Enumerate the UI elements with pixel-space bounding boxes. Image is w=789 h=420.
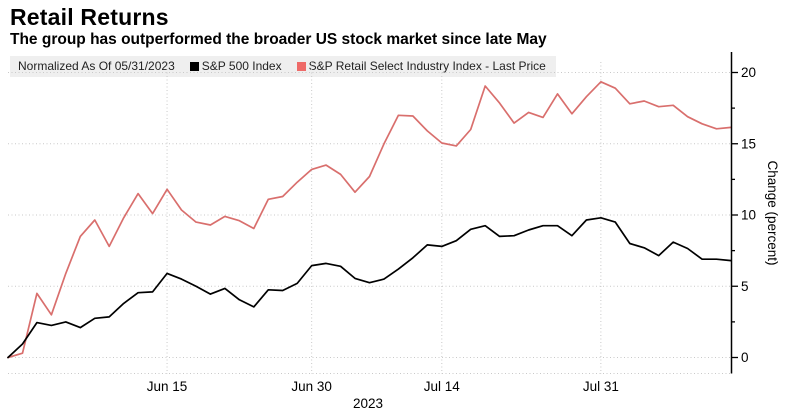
legend-item-retail: S&P Retail Select Industry Index - Last … xyxy=(296,59,546,73)
legend-item-sp500: S&P 500 Index xyxy=(189,59,282,73)
retail-swatch-icon xyxy=(296,61,306,71)
legend-bar: Normalized As Of 05/31/2023 S&P 500 Inde… xyxy=(10,56,556,77)
legend-item-retail-label: S&P Retail Select Industry Index - Last … xyxy=(308,59,546,73)
y-tick-label: 5 xyxy=(741,279,749,294)
chart-subtitle: The group has outperformed the broader U… xyxy=(10,31,547,48)
legend-item-sp500-label: S&P 500 Index xyxy=(201,59,282,73)
y-tick-label: 0 xyxy=(741,350,749,365)
y-tick-label: 15 xyxy=(741,136,756,151)
y-tick-label: 20 xyxy=(741,65,756,80)
y-tick-label: 10 xyxy=(741,208,756,223)
sp500-line xyxy=(7,216,732,359)
x-tick-label: Jun 15 xyxy=(147,379,188,394)
chart-title: Retail Returns xyxy=(10,4,169,30)
y-axis-title: Change (percent) xyxy=(765,160,780,265)
legend-normalized-label: Normalized As Of 05/31/2023 xyxy=(18,59,175,73)
x-axis-year-label: 2023 xyxy=(353,396,383,411)
x-tick-label: Jul 14 xyxy=(424,379,461,394)
x-tick-label: Jun 30 xyxy=(291,379,332,394)
retail-index-line xyxy=(7,80,732,359)
x-tick-label: Jul 31 xyxy=(583,379,619,394)
sp500-swatch-icon xyxy=(189,61,199,71)
